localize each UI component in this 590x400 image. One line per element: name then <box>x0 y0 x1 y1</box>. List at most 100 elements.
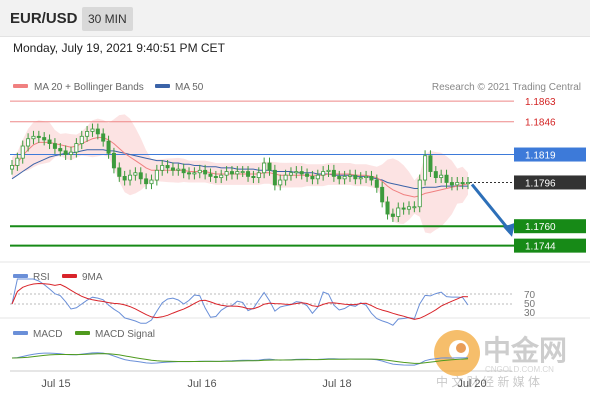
rsi-legend-label: RSI <box>33 272 50 283</box>
candle <box>412 206 417 209</box>
support-tag <box>514 238 586 253</box>
macd-line <box>11 352 469 366</box>
chart-header: EUR/USD 30 MIN <box>0 0 590 37</box>
candle <box>417 179 422 208</box>
candle <box>299 171 304 175</box>
projection <box>470 183 515 237</box>
candle <box>229 171 234 175</box>
candle <box>396 207 401 217</box>
candle <box>347 174 352 177</box>
candle <box>251 175 256 179</box>
last-price-tag <box>514 175 586 190</box>
candle <box>154 169 159 181</box>
candle <box>455 182 460 186</box>
candle <box>433 171 438 179</box>
candle <box>449 182 454 186</box>
candle <box>52 143 57 149</box>
watermark-domain: CNGOLD.COM.CN <box>485 365 554 374</box>
candle <box>144 178 149 185</box>
candle <box>326 169 331 172</box>
candle <box>149 179 154 185</box>
candle <box>444 174 449 183</box>
pivot-label: 1.1819 <box>525 151 556 162</box>
candle <box>95 128 100 135</box>
x-tick-label: Jul 20 <box>457 378 486 390</box>
ma50-swatch <box>155 84 170 88</box>
support-label: 1.1744 <box>525 242 556 253</box>
macd-swatch <box>13 331 28 335</box>
candle <box>374 179 379 188</box>
macd-signal-legend-label: MACD Signal <box>95 329 155 340</box>
candle <box>176 168 181 171</box>
rsi-ma-swatch <box>62 274 77 278</box>
candle <box>369 175 374 181</box>
candle <box>79 135 84 144</box>
candle <box>160 165 165 171</box>
rsi-panel: RSI 9MA 70 50 30 <box>10 272 536 326</box>
rsi-ma-legend-label: 9MA <box>82 272 103 283</box>
candle <box>353 174 358 180</box>
candle <box>111 152 116 169</box>
candle <box>26 138 31 147</box>
candle <box>321 171 326 176</box>
macd-signal-line <box>11 353 469 364</box>
candle <box>165 165 170 169</box>
candle <box>283 174 288 181</box>
candle <box>170 167 175 171</box>
credit-text: Research © 2021 Trading Central <box>432 82 581 93</box>
timestamp: Monday, July 19, 2021 9:40:51 PM CET <box>13 41 225 55</box>
candle <box>192 172 197 175</box>
candle <box>465 182 470 185</box>
rsi-tick-50: 50 <box>524 299 536 310</box>
candle <box>262 162 267 174</box>
candle <box>122 175 127 181</box>
resistance-label: 1.1863 <box>525 97 556 108</box>
candle <box>267 162 272 171</box>
candle <box>278 179 283 186</box>
rsi-tick-70: 70 <box>524 290 536 301</box>
candle <box>358 177 363 180</box>
candle <box>133 172 138 176</box>
ma50-legend-label: MA 50 <box>175 82 204 93</box>
candle <box>331 169 336 177</box>
candle <box>36 135 41 138</box>
candle <box>423 155 428 181</box>
candle <box>310 175 315 180</box>
candle <box>117 167 122 177</box>
rsi-line <box>11 278 469 326</box>
rsi-ma-line <box>11 282 469 320</box>
candle <box>9 165 14 170</box>
rsi-swatch <box>13 274 28 278</box>
candle <box>460 182 465 185</box>
candle <box>342 175 347 180</box>
candle <box>85 131 90 137</box>
x-tick-label: Jul 18 <box>322 378 351 390</box>
candle <box>224 171 229 176</box>
x-axis: Jul 15 Jul 16 Jul 18 Jul 20 <box>41 378 486 390</box>
candle <box>294 171 299 174</box>
candle <box>47 139 52 144</box>
candle <box>208 173 213 177</box>
candle <box>288 172 293 176</box>
candle <box>20 145 25 159</box>
candle <box>106 140 111 154</box>
level-tags: 1.1863 1.1846 1.1819 1.1796 1.1760 1.1744 <box>514 97 586 253</box>
candle <box>213 175 218 179</box>
rsi-tick-30: 30 <box>524 308 536 319</box>
candle <box>337 175 342 180</box>
resistance-label: 1.1846 <box>525 118 556 129</box>
x-tick-label: Jul 16 <box>187 378 216 390</box>
candle <box>128 174 133 181</box>
macd-legend-label: MACD <box>33 329 62 340</box>
candles <box>9 123 470 222</box>
candle <box>256 172 261 179</box>
support-tag <box>514 219 586 234</box>
moving-averages <box>11 137 469 198</box>
candle <box>181 168 186 174</box>
timeframe-button[interactable]: 30 MIN <box>82 7 133 31</box>
projection-arrow-line <box>470 183 511 231</box>
ma50-line <box>11 149 468 189</box>
candle <box>74 143 79 153</box>
last-price-label: 1.1796 <box>525 178 556 189</box>
